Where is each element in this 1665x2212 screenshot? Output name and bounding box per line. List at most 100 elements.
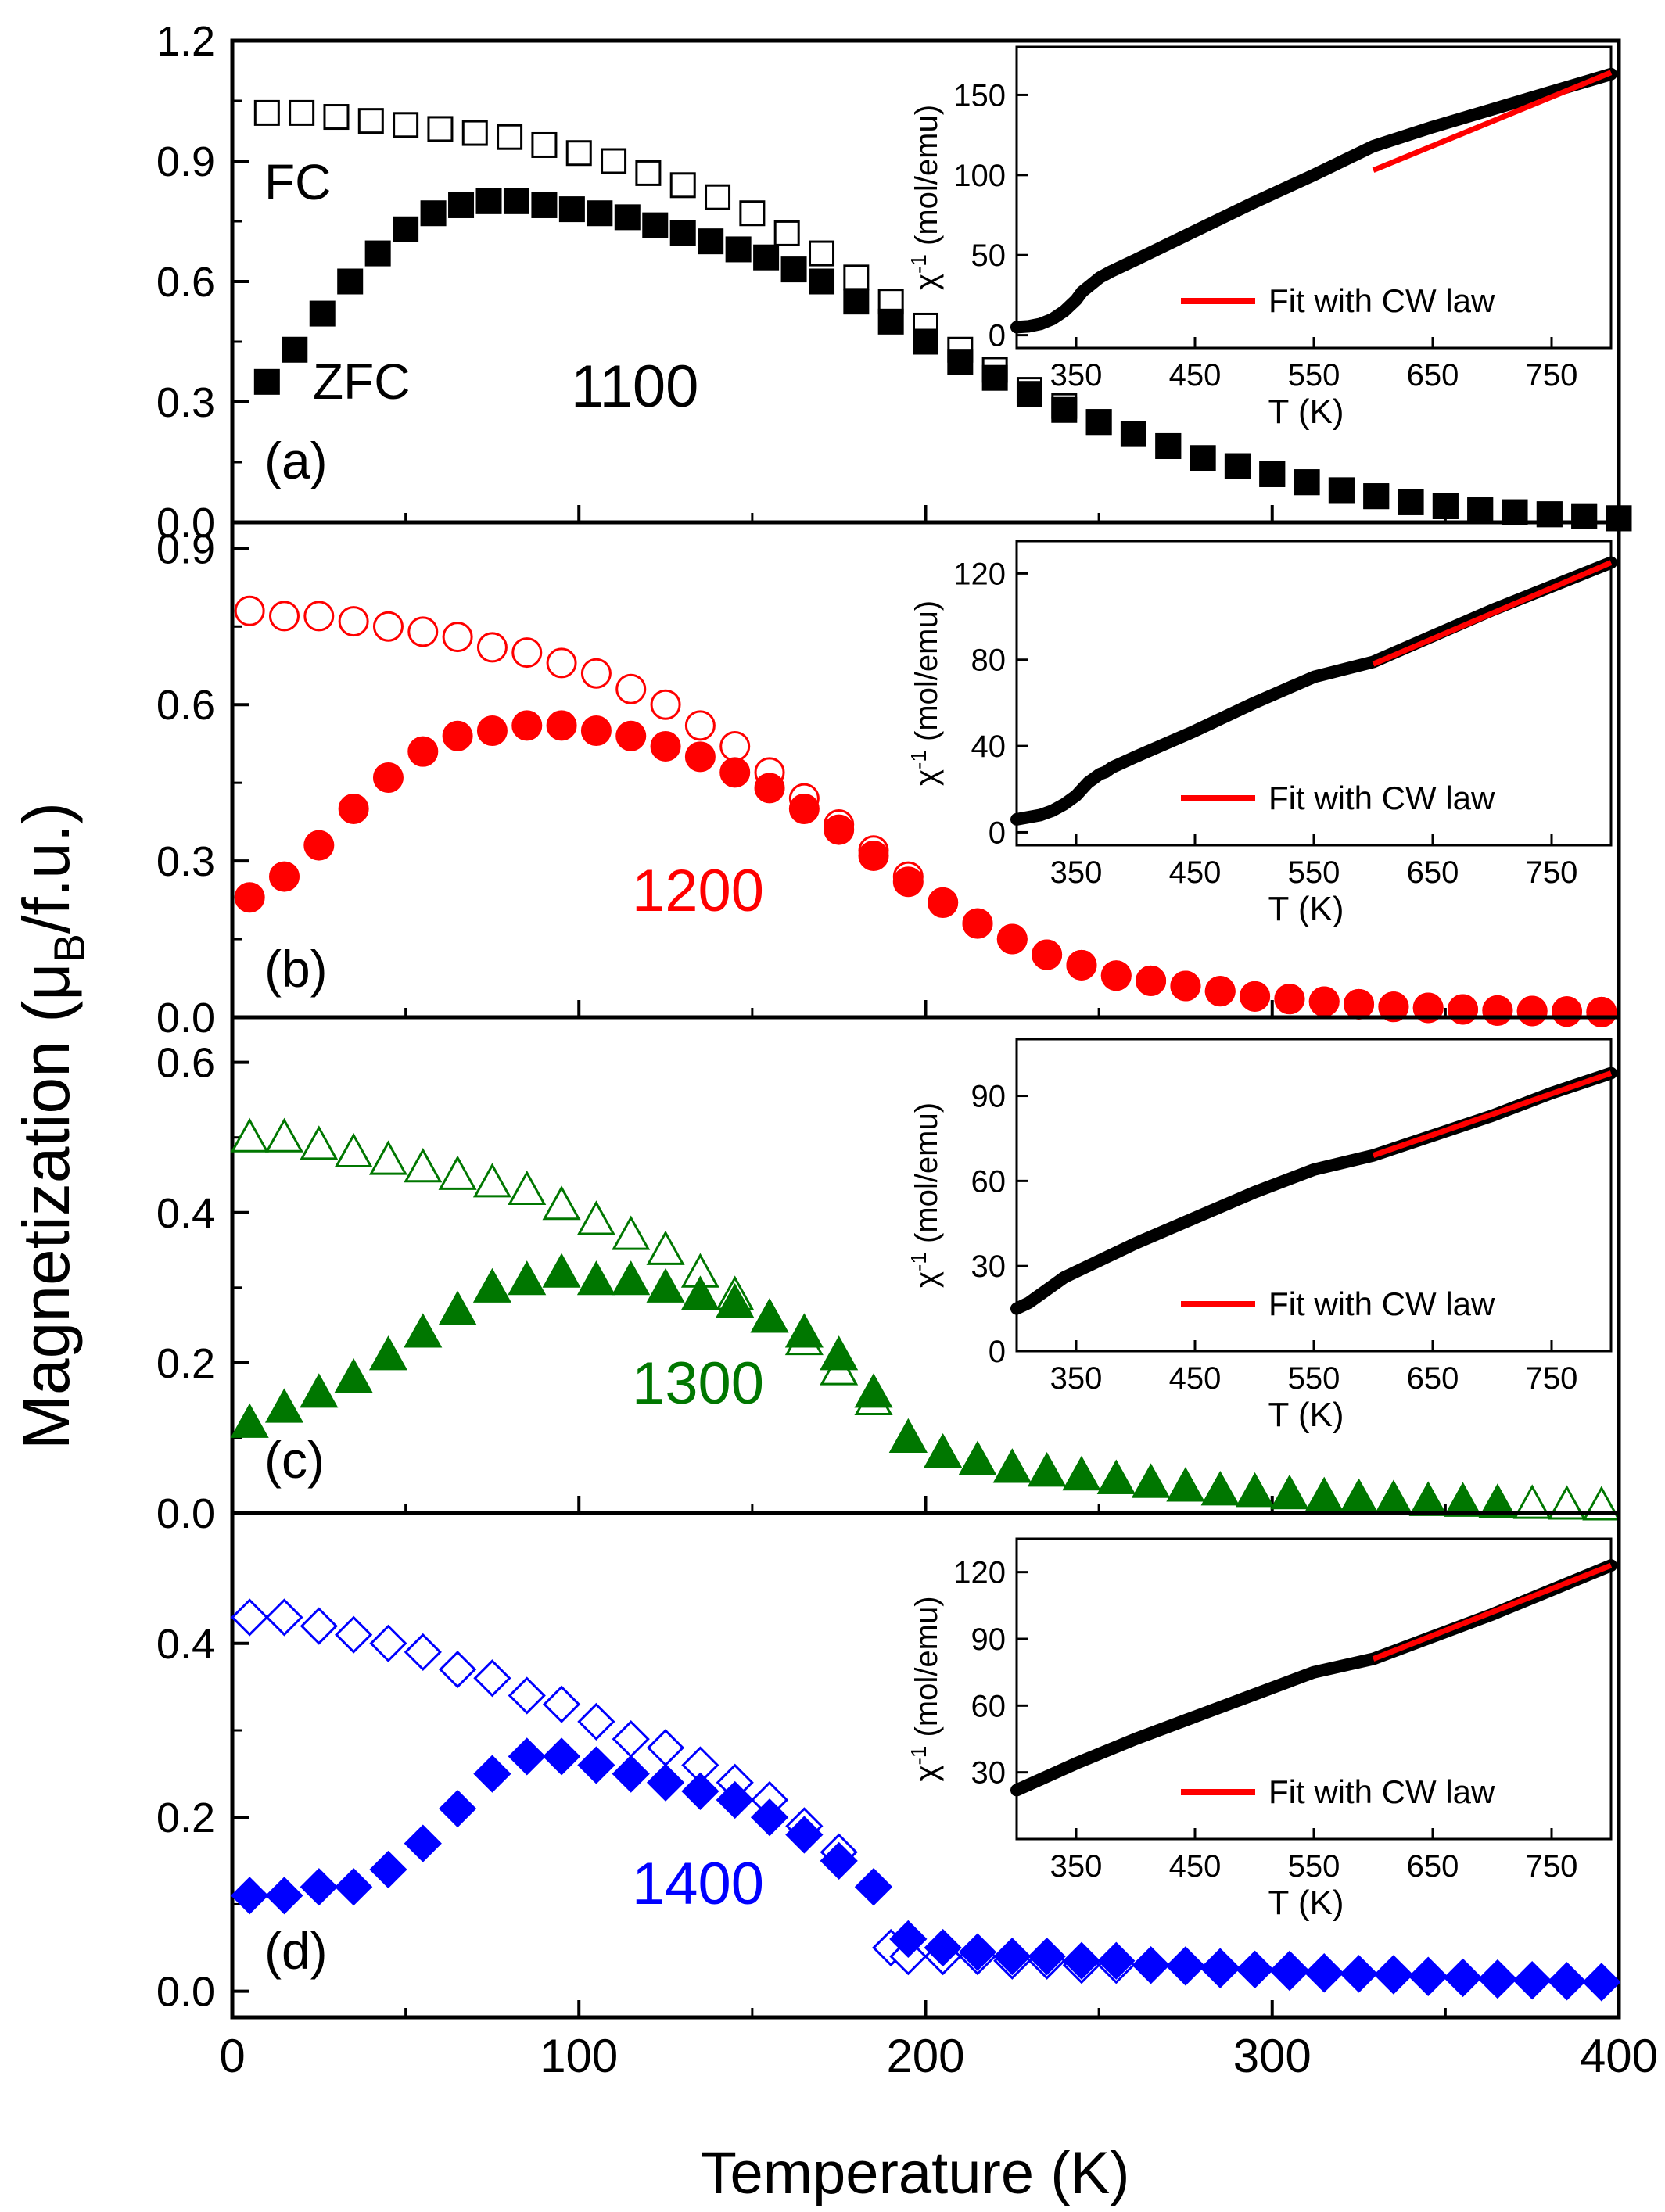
inset-x-tick-label: 550 xyxy=(1288,358,1340,393)
zfc-point xyxy=(1132,1946,1170,1984)
zfc-point xyxy=(858,840,889,871)
inset-y-label: χ-1 (mol/emu) xyxy=(906,1596,944,1781)
zfc-point xyxy=(614,204,641,231)
inset-x-tick-label: 550 xyxy=(1288,1361,1340,1396)
zfc-point xyxy=(448,192,475,218)
fc-point xyxy=(334,1132,373,1168)
fc-point xyxy=(684,710,716,741)
y-axis-label: Magnetization (μB/f.u.) xyxy=(9,802,94,1450)
zfc-point xyxy=(612,1755,650,1793)
inset-x-tick-label: 750 xyxy=(1526,358,1578,393)
fc-point xyxy=(612,1720,650,1758)
zfc-point xyxy=(788,793,820,824)
zfc-series xyxy=(253,188,1632,532)
inset-frame xyxy=(1015,540,1613,847)
panel-label: (c) xyxy=(264,1431,325,1489)
fc-point xyxy=(438,1651,477,1689)
x-tick-label: 400 xyxy=(1580,2030,1658,2082)
fc-point xyxy=(508,1170,547,1206)
inset-fit-line xyxy=(1372,70,1613,173)
fc-point xyxy=(612,1215,651,1250)
zfc-point xyxy=(962,908,993,939)
zfc-point xyxy=(615,720,647,751)
fc-point xyxy=(404,1633,442,1672)
inset-y-label: χ-1 (mol/emu) xyxy=(906,1102,944,1288)
fc-point xyxy=(601,148,627,174)
zfc-point xyxy=(642,212,669,238)
fc-point xyxy=(843,264,870,291)
zfc-point xyxy=(542,1737,581,1776)
zfc-point xyxy=(924,1928,962,1967)
zfc-point xyxy=(750,1298,789,1333)
zfc-point xyxy=(1586,996,1617,1027)
zfc-point xyxy=(300,1373,339,1408)
zfc-point xyxy=(334,1358,373,1393)
y-tick-label: 0.4 xyxy=(156,1621,215,1668)
fc-point xyxy=(719,731,751,762)
zfc-point xyxy=(1443,1482,1483,1517)
fc-point xyxy=(253,99,280,126)
inset-y-tick-label: 60 xyxy=(971,1689,1007,1723)
fc-point xyxy=(265,1598,303,1637)
legend-label: Fit with CW law xyxy=(1268,1773,1495,1810)
zfc-point xyxy=(681,1772,719,1810)
fc-point xyxy=(442,622,473,653)
zfc-point xyxy=(750,1798,789,1837)
inset-chart: 0 50 100 150 350 450 550 650 750 T (K) χ-1 (mol/em… xyxy=(906,45,1617,431)
zfc-point xyxy=(785,1816,824,1854)
zfc-point xyxy=(438,1789,477,1828)
zfc-point xyxy=(1132,1463,1171,1498)
zfc-point xyxy=(264,1388,304,1423)
zfc-point xyxy=(577,1746,615,1784)
zfc-point xyxy=(475,188,502,214)
fc-point xyxy=(338,606,369,637)
y-tick-label: 1.2 xyxy=(156,18,215,65)
zfc-point xyxy=(1340,1478,1379,1513)
zfc-point xyxy=(404,1824,442,1862)
zfc-point xyxy=(369,1850,407,1889)
fc-point xyxy=(357,108,384,134)
inset-x-label: T (K) xyxy=(1268,1396,1344,1434)
zfc-point xyxy=(407,736,439,767)
fc-point xyxy=(511,637,543,669)
zfc-point xyxy=(958,1933,997,1971)
inset-frame xyxy=(1015,1038,1613,1353)
zfc-point xyxy=(265,1877,303,1915)
zfc-point xyxy=(580,715,612,747)
zfc-point xyxy=(780,256,807,283)
fc-point xyxy=(650,689,681,720)
y-tick-label: 0.6 xyxy=(156,682,215,729)
zfc-point xyxy=(1190,445,1216,471)
y-tick-label: 0.6 xyxy=(156,1040,215,1087)
inset-y-tick-label: 90 xyxy=(971,1622,1007,1657)
inset-y-tick-label: 30 xyxy=(971,1756,1007,1791)
zfc-point xyxy=(698,228,724,255)
inset-x-tick-label: 450 xyxy=(1169,1849,1222,1884)
zfc-point xyxy=(587,200,613,227)
zfc-point xyxy=(230,1403,269,1438)
x-tick-label: 200 xyxy=(886,2030,964,2082)
zfc-point xyxy=(1344,988,1375,1020)
sample-label: 1400 xyxy=(632,1851,764,1917)
zfc-point xyxy=(1028,1938,1066,1976)
zfc-point xyxy=(253,368,280,395)
zfc-point xyxy=(669,220,696,246)
zfc-point xyxy=(1374,1479,1413,1515)
zfc-point xyxy=(1120,421,1146,447)
zfc-point xyxy=(1166,1467,1205,1502)
zfc-point xyxy=(646,1763,685,1802)
fc-point xyxy=(404,1148,443,1183)
fc-point xyxy=(635,160,662,186)
inset-chart: 0 30 60 90 350 450 550 650 750 T (K) χ-1 (mol/emu)… xyxy=(906,1038,1617,1434)
zfc-point xyxy=(1032,939,1063,970)
zfc-point xyxy=(442,720,473,751)
zfc-point xyxy=(1552,996,1583,1027)
y-tick-label: 0.0 xyxy=(156,995,215,1041)
zfc-point xyxy=(1155,432,1182,459)
zfc-point xyxy=(716,1780,754,1819)
zfc-point xyxy=(1444,1958,1482,1996)
zfc-point xyxy=(1236,1472,1275,1508)
zfc-point xyxy=(1571,503,1598,529)
zfc-point xyxy=(1062,1455,1101,1491)
zfc-point xyxy=(542,1253,581,1288)
